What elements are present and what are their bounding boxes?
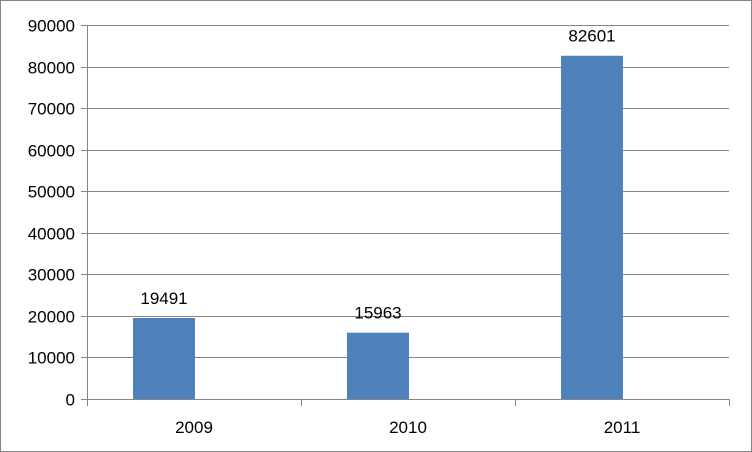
labels: 0 10000 20000 30000 40000 50000 60000 70000 8000… (28, 17, 641, 438)
x-category-label: 2010 (389, 418, 427, 437)
y-tick-label: 10000 (28, 349, 75, 368)
gridlines (87, 25, 729, 358)
y-tick-label: 30000 (28, 266, 75, 285)
data-label: 15963 (354, 304, 401, 323)
y-tick-label: 80000 (28, 59, 75, 78)
y-tick-label: 70000 (28, 100, 75, 119)
bar (561, 55, 623, 400)
y-tick-label: 40000 (28, 225, 75, 244)
y-tick-label: 50000 (28, 183, 75, 202)
y-tick-label: 60000 (28, 142, 75, 161)
y-tick-label: 0 (66, 391, 75, 410)
bars (133, 55, 623, 400)
y-tick-label: 20000 (28, 308, 75, 327)
bar (133, 318, 195, 399)
y-tick-label: 90000 (28, 17, 75, 36)
data-label: 82601 (568, 27, 615, 46)
x-category-label: 2011 (604, 418, 641, 437)
axes (81, 25, 730, 406)
data-label: 19491 (140, 289, 187, 308)
x-category-label: 2009 (175, 418, 213, 437)
bar (347, 332, 409, 399)
